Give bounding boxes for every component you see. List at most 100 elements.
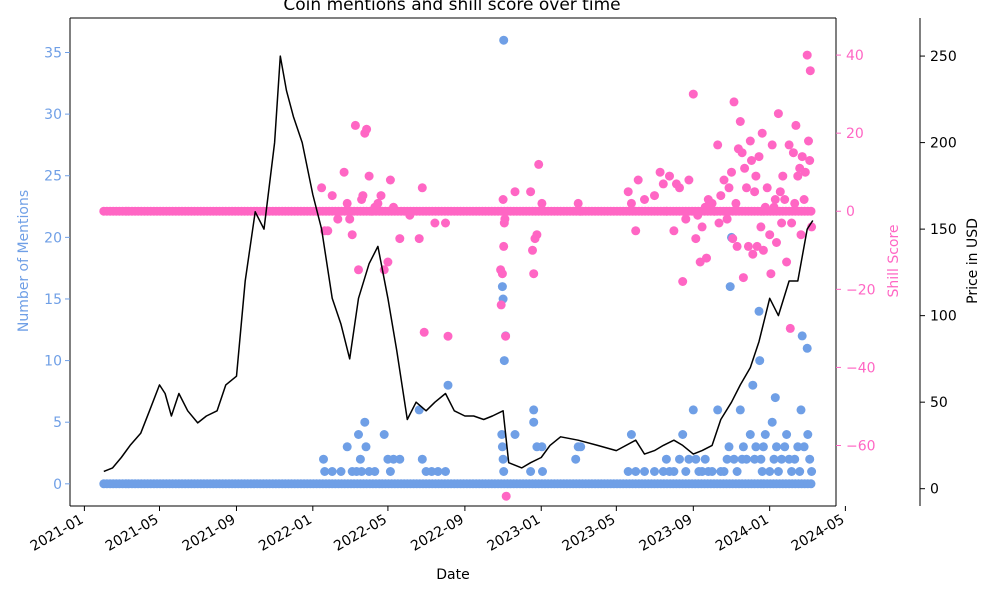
x-tick-label: 2024-01 [713,512,772,555]
shill-point [735,117,745,126]
shill-tick-label: 40 [846,48,864,64]
shill-point [691,234,701,244]
shill-point [790,198,800,208]
price-tick-label: 150 [930,222,957,238]
mentions-point [395,454,405,464]
shill-score-axis-label: Shill Score [886,224,902,297]
shill-point [684,175,694,185]
shill-point [333,214,343,224]
price-line [103,55,814,473]
shill-point [745,136,755,146]
mentions-point [417,454,427,464]
shill-point [788,148,798,158]
mentions-point [427,467,437,476]
shill-baseline-point [806,206,816,216]
mentions-point [732,467,742,476]
shill-point [385,175,395,185]
shill-point [383,257,393,267]
shill-point [376,191,386,201]
shill-point [358,191,368,201]
shill-point [758,245,768,255]
price-tick-label: 200 [930,136,957,152]
shill-point [740,163,750,173]
shill-point [631,226,641,236]
mentions-point [499,356,509,366]
mentions-point [805,454,815,464]
shill-point [754,152,764,162]
shill-point [777,218,787,228]
shill-point [419,327,429,337]
mentions-point [669,467,679,476]
mentions-point [529,405,539,415]
shill-point [766,269,776,279]
price-axis-label: Price in USD [965,218,981,304]
shill-point [738,273,748,283]
x-axis: 2021-01 2021-05 2021-09 2022-01 2022-05 2022-… [28,506,847,555]
x-axis-label: Date [436,567,469,583]
mentions-point [360,417,370,427]
shill-point [362,124,372,134]
x-tick-label: 2023-01 [485,512,544,555]
mentions-point [497,442,507,452]
shill-point [765,230,775,240]
mentions-point [790,454,800,464]
shill-point [501,491,511,501]
shill-point [722,214,732,224]
shill-point [529,269,539,279]
shill-point [323,226,333,236]
shill-point [345,214,355,224]
shill-point [354,265,363,275]
mentions-point [770,393,780,403]
chart-title: Coin mentions and shill score over time [283,0,620,15]
mentions-point [661,454,671,464]
shill-point [499,241,509,251]
mentions-point [700,454,710,464]
mentions-point [681,467,691,476]
mentions-point [433,467,443,476]
shill-point [707,198,717,208]
shill-tick-label: 20 [846,126,864,142]
mentions-point [441,467,450,476]
mentions-point [640,467,649,476]
shill-point [405,210,415,220]
shill-score-series [99,50,817,501]
mentions-point [760,430,770,439]
mentions-point [684,454,694,464]
mentions-point [724,442,734,452]
mentions-point [793,442,803,452]
mentions-point [803,430,813,439]
price-series [103,55,814,473]
mentions-series [99,35,817,489]
shill-score-axis: −60 −40 −20 0 20 40 [836,48,876,454]
shill-point [719,175,729,185]
shill-point [772,238,781,247]
mentions-point [538,467,547,476]
mentions-point [499,467,509,476]
mentions-point [751,442,761,452]
shill-point [669,226,679,236]
shill-point [623,187,633,197]
shill-point [787,218,797,228]
shill-point [678,277,688,286]
shill-point [762,183,772,193]
mentions-point [725,282,735,292]
shill-tick-label: −60 [846,438,876,454]
shill-point [778,171,788,181]
shill-point [364,171,374,181]
mentions-axis: 0 5 10 15 20 25 30 35 [44,46,70,493]
mentions-tick-label: 10 [44,354,62,370]
shill-point [665,171,674,181]
shill-point [770,195,780,204]
shill-point [389,202,398,212]
shill-point [633,175,643,185]
mentions-point [626,430,636,439]
shill-point [743,241,753,251]
mentions-tick-label: 30 [44,107,62,123]
shill-point [700,202,710,212]
shill-point [510,187,520,197]
shill-point [675,183,684,193]
mentions-point [758,442,768,452]
mentions-point [745,430,755,439]
shill-point [576,206,586,216]
